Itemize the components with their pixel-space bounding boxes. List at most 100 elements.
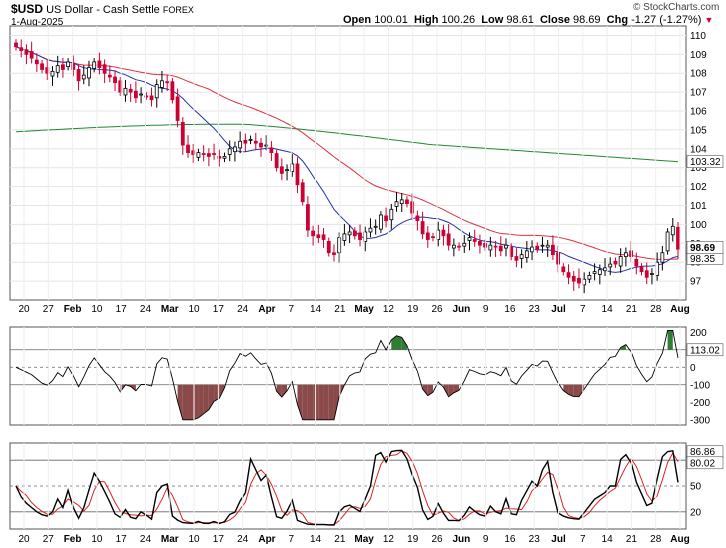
candle-body (128, 88, 133, 93)
sma-short-line (15, 46, 679, 273)
chart-date: 1-Aug-2025 (11, 17, 64, 28)
x-tick-label: 17 (116, 304, 128, 315)
candle-body (186, 144, 190, 154)
candle-body (217, 155, 222, 159)
candle-body (498, 245, 503, 252)
sma-long-line (15, 123, 679, 163)
price-tick-label: 105 (690, 125, 707, 136)
candle (535, 242, 540, 253)
chart-header-symbol-line: $USD US Dollar - Cash Settle FOREX (11, 2, 194, 16)
candle (50, 66, 55, 86)
sma-last-label: 98.35 (690, 254, 715, 265)
candle-body (34, 59, 39, 65)
candle (118, 77, 123, 96)
candle (493, 240, 498, 257)
candle-body (410, 201, 415, 214)
candle-body (61, 64, 65, 70)
x-tick-label-bottom: 28 (650, 534, 662, 545)
candle-body (332, 252, 336, 256)
candle-body (634, 258, 639, 267)
candle (102, 59, 107, 84)
stochastic-tick-label: 20 (690, 507, 702, 518)
candle (306, 196, 310, 237)
candle (399, 193, 404, 212)
x-tick-label: 28 (650, 304, 662, 315)
candle (133, 81, 138, 104)
candle (545, 239, 550, 257)
candle (618, 248, 623, 273)
x-tick-label-bottom: Mar (161, 534, 179, 545)
candle-body (352, 230, 357, 237)
x-tick-label: Mar (161, 304, 179, 315)
candle-body (295, 163, 300, 186)
candle-body (618, 256, 623, 267)
candle-body (259, 142, 263, 148)
candle (540, 236, 545, 253)
candle-body (113, 76, 117, 84)
stochastic-tick-label: 50 (690, 482, 702, 493)
cci-oversold-fill (307, 384, 314, 420)
candle-body (92, 61, 97, 69)
x-tick-label: 20 (18, 304, 30, 315)
candle-body (420, 221, 425, 235)
candle-body (451, 244, 456, 249)
candle (19, 39, 24, 58)
candle-body (384, 215, 388, 222)
candle (472, 229, 477, 247)
candle (243, 133, 248, 152)
candle-body (530, 246, 534, 253)
candle-body (415, 215, 420, 222)
candle-body (405, 199, 409, 205)
candle (342, 224, 347, 246)
cci-oversold-fill (276, 384, 282, 398)
candle-body (592, 271, 597, 274)
candle-body (650, 273, 654, 275)
candle (639, 263, 644, 276)
candle-body (644, 270, 649, 278)
candle (149, 87, 154, 107)
candle-body (597, 269, 602, 275)
sma-long-last-label-box (686, 155, 724, 168)
candle-body (566, 272, 571, 278)
candle-body (81, 74, 86, 80)
cci-oversold-fill (281, 384, 288, 398)
candle (128, 84, 133, 102)
x-tick-label-bottom: Apr (258, 534, 275, 545)
high-value: 100.26 (441, 14, 476, 26)
candle (14, 39, 18, 51)
candle-body (321, 234, 326, 240)
candle-body (285, 169, 289, 172)
cci-oversold-fill (302, 384, 308, 420)
candle-body (577, 277, 581, 284)
candle (170, 77, 175, 104)
close-value: 98.69 (573, 14, 601, 26)
candle (566, 264, 571, 285)
x-tick-label-bottom: 17 (116, 534, 128, 545)
candle-body (571, 275, 576, 282)
price-pane: 9798991001011021031041051061071081091101… (9, 25, 724, 301)
candle (233, 141, 237, 162)
x-tick-label-bottom: 20 (18, 534, 30, 545)
candle (478, 234, 482, 254)
price-tick-label: 107 (690, 88, 707, 99)
stochastic-k-line (15, 449, 679, 526)
candle-body (191, 150, 196, 155)
candle-body (337, 237, 342, 254)
candle (577, 268, 581, 289)
candle-body (613, 260, 618, 265)
candle (488, 236, 493, 257)
candle (561, 263, 566, 276)
candle (206, 148, 211, 167)
candle (285, 164, 289, 181)
x-tick-label-bottom: 17 (213, 534, 225, 545)
candle (462, 234, 467, 253)
candle (264, 135, 269, 151)
candle-body (14, 42, 18, 48)
candle (352, 227, 357, 240)
instrument-name: US Dollar - Cash Settle (46, 4, 160, 16)
cci-oversold-fill (203, 384, 209, 414)
candle-body (535, 245, 540, 250)
x-tick-label: 21 (626, 304, 638, 315)
